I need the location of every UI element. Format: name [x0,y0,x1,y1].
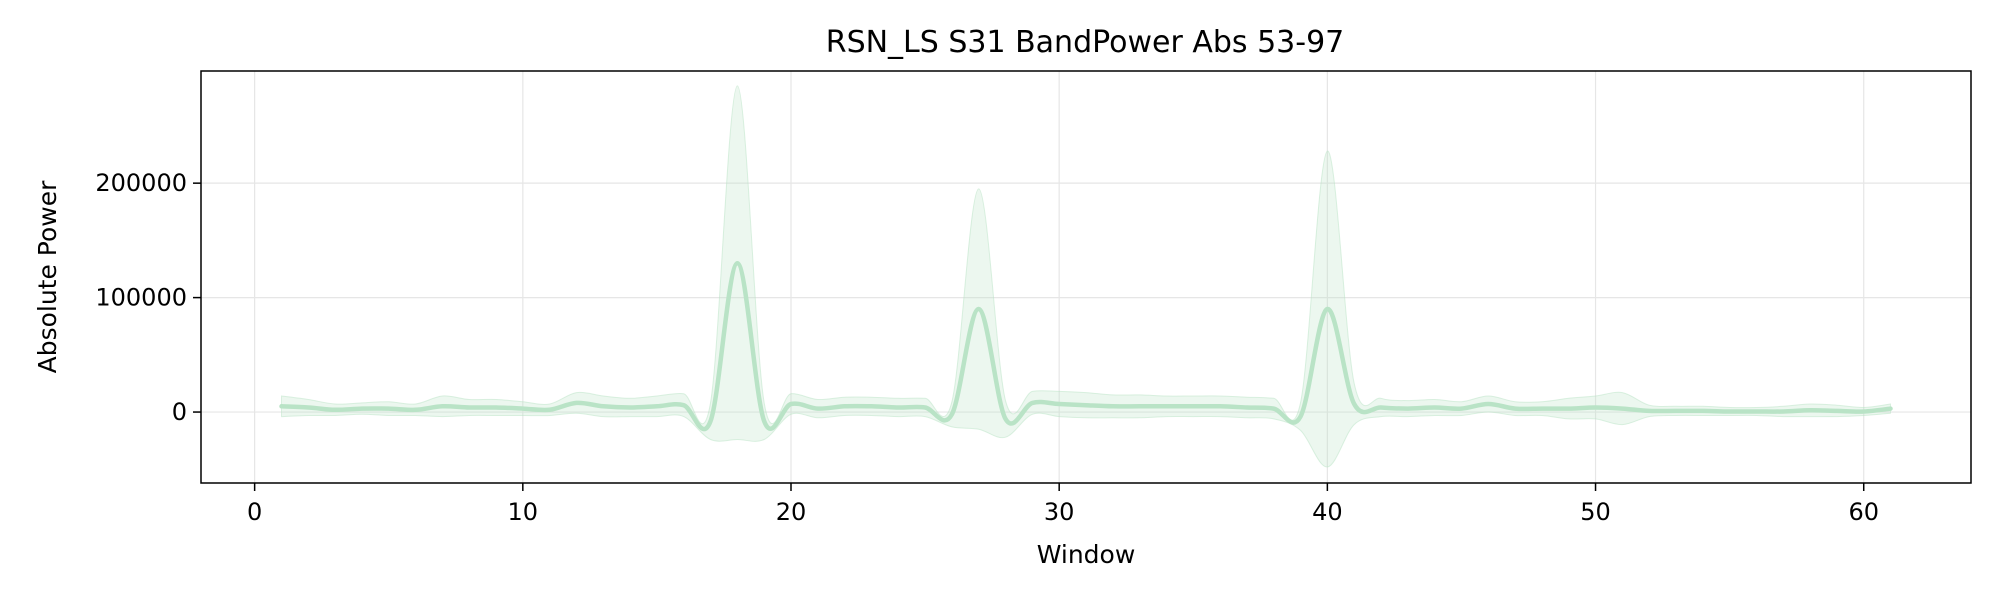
x-tick-label: 40 [1312,498,1343,526]
band-layer [281,85,1891,468]
series-line [279,261,1893,432]
y-axis-title: Absolute Power [33,180,62,374]
x-tick-label: 50 [1580,498,1611,526]
x-tick-label: 10 [508,498,539,526]
y-axis: 0 100000 200000 [95,169,201,426]
confidence-band [281,85,1891,468]
line-layer [279,261,1893,432]
plot-frame [200,70,1972,484]
y-tick-label: 200000 [95,169,187,197]
x-axis: 0 10 20 30 40 50 60 [247,483,1879,526]
x-tick-label: 0 [247,498,262,526]
x-axis-title: Window [1037,540,1136,569]
x-tick-label: 60 [1848,498,1879,526]
x-tick-label: 30 [1044,498,1075,526]
x-tick-label: 20 [776,498,807,526]
y-tick-label: 0 [172,398,187,426]
chart-title: RSN_LS S31 BandPower Abs 53-97 [826,25,1345,60]
y-tick-label: 100000 [95,284,187,312]
